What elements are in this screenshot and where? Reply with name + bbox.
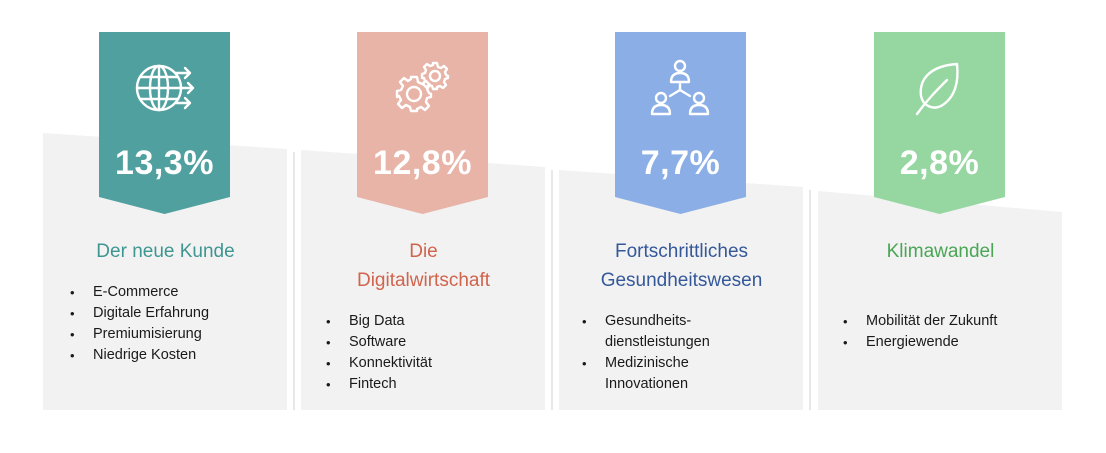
panel-klima (818, 191, 1062, 410)
percent-kunde: 13,3% (115, 144, 214, 182)
ribbon-gesundheit: 7,7% (615, 32, 746, 214)
card-klima: 2,8% Klimawandel Mobilität der Zukunft E… (818, 0, 1063, 453)
list-digital: Big Data Software Konnektivität Fintech (325, 311, 432, 395)
list-item: E-Commerce (69, 282, 209, 303)
list-item: Energiewende (842, 332, 997, 353)
list-klima: Mobilität der Zukunft Energiewende (842, 311, 997, 353)
ribbon-digital: 12,8% (357, 32, 488, 214)
list-item: Fintech (325, 374, 432, 395)
globe-arrows-icon (135, 64, 195, 112)
people-network-icon (650, 59, 710, 116)
title-gesundheit: Fortschrittliches Gesundheitswesen (600, 241, 763, 291)
list-gesundheit: Gesundheits- dienstleistungen Medizinisc… (581, 311, 710, 395)
list-item: Premiumisierung (69, 324, 209, 345)
list-item: Gesundheits- dienstleistungen (581, 311, 710, 353)
title-kunde: Der neue Kunde (96, 241, 235, 262)
card-kunde: 13,3% Der neue Kunde E-Commerce Digitale… (43, 0, 288, 453)
gears-icon (395, 61, 450, 113)
ribbon-klima: 2,8% (874, 32, 1005, 214)
list-kunde: E-Commerce Digitale Erfahrung Premiumisi… (69, 282, 209, 366)
list-item: Niedrige Kosten (69, 345, 209, 366)
list-item: Digitale Erfahrung (69, 303, 209, 324)
leaf-icon (915, 62, 959, 116)
list-item: Medizinische Innovationen (581, 353, 710, 395)
list-item: Big Data (325, 311, 432, 332)
percent-gesundheit: 7,7% (640, 144, 721, 182)
list-item: Konnektivität (325, 353, 432, 374)
card-digital: 12,8% Die Digitalwirtschaft Big Data Sof… (301, 0, 546, 453)
list-item: Software (325, 332, 432, 353)
card-gesundheit: 7,7% Fortschrittliches Gesundheitswesen … (559, 0, 804, 453)
list-item: Mobilität der Zukunft (842, 311, 997, 332)
title-digital: Die Digitalwirtschaft (356, 241, 491, 291)
percent-digital: 12,8% (373, 144, 472, 182)
percent-klima: 2,8% (899, 144, 980, 182)
ribbon-kunde: 13,3% (99, 32, 230, 214)
title-klima: Klimawandel (886, 241, 995, 262)
